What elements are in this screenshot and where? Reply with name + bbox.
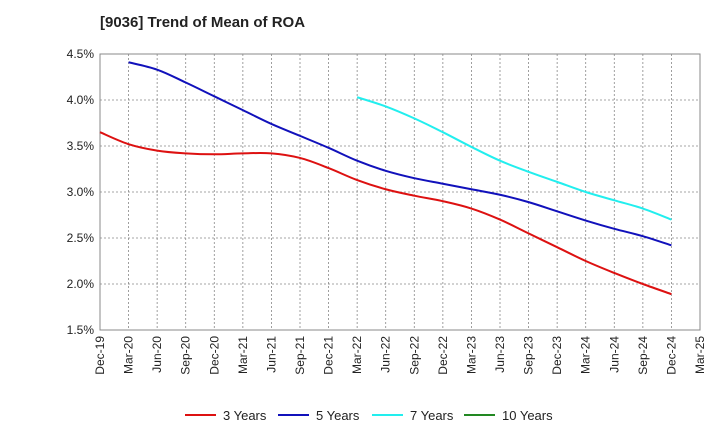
series-line-5-years xyxy=(128,61,672,247)
legend-label-7-years: 7 Years xyxy=(410,408,454,423)
x-tick-label: Sep-20 xyxy=(179,336,193,375)
legend-label-3-years: 3 Years xyxy=(223,408,267,423)
x-tick-label: Sep-23 xyxy=(522,336,536,375)
axis-layer: 1.5% 2.0% 2.5% 3.0% 3.5% 4.0% 4.5% Dec-19 Mar-20… xyxy=(67,47,707,375)
x-tick-label: Mar-21 xyxy=(236,336,250,374)
x-tick-label: Mar-23 xyxy=(464,336,478,374)
x-tick-label: Dec-20 xyxy=(207,336,221,375)
x-tick-label: Dec-23 xyxy=(550,336,564,375)
x-tick-label: Mar-20 xyxy=(122,336,136,374)
x-tick-label: Dec-19 xyxy=(93,336,107,375)
x-tick-label: Sep-21 xyxy=(293,336,307,375)
x-tick-label: Sep-24 xyxy=(636,336,650,375)
x-tick-label: Jun-20 xyxy=(150,336,164,373)
series-line-3-years xyxy=(99,131,672,296)
y-tick-label: 2.0% xyxy=(67,277,95,291)
x-tick-label: Dec-24 xyxy=(664,336,678,375)
series-layer xyxy=(99,61,672,296)
x-tick-label: Jun-23 xyxy=(493,336,507,373)
chart-title: [9036] Trend of Mean of ROA xyxy=(100,14,306,31)
y-tick-label: 4.0% xyxy=(67,93,95,107)
x-tick-label: Jun-22 xyxy=(379,336,393,373)
x-tick-label: Jun-24 xyxy=(607,336,621,373)
legend-label-5-years: 5 Years xyxy=(316,408,360,423)
y-tick-label: 3.5% xyxy=(67,139,95,153)
y-tick-label: 2.5% xyxy=(67,231,95,245)
series-line-7-years xyxy=(356,96,672,221)
y-tick-label: 3.0% xyxy=(67,185,95,199)
y-tick-label: 1.5% xyxy=(67,323,95,337)
x-tick-label: Jun-21 xyxy=(264,336,278,373)
x-tick-label: Mar-25 xyxy=(693,336,707,374)
x-tick-label: Mar-22 xyxy=(350,336,364,374)
legend-label-10-years: 10 Years xyxy=(502,408,553,423)
x-tick-label: Dec-22 xyxy=(436,336,450,375)
x-tick-label: Mar-24 xyxy=(579,336,593,374)
legend-layer: 3 Years 5 Years 7 Years 10 Years xyxy=(185,408,553,423)
y-tick-label: 4.5% xyxy=(67,47,95,61)
x-tick-label: Sep-22 xyxy=(407,336,421,375)
plot-frame xyxy=(99,53,701,331)
x-tick-label: Dec-21 xyxy=(322,336,336,375)
